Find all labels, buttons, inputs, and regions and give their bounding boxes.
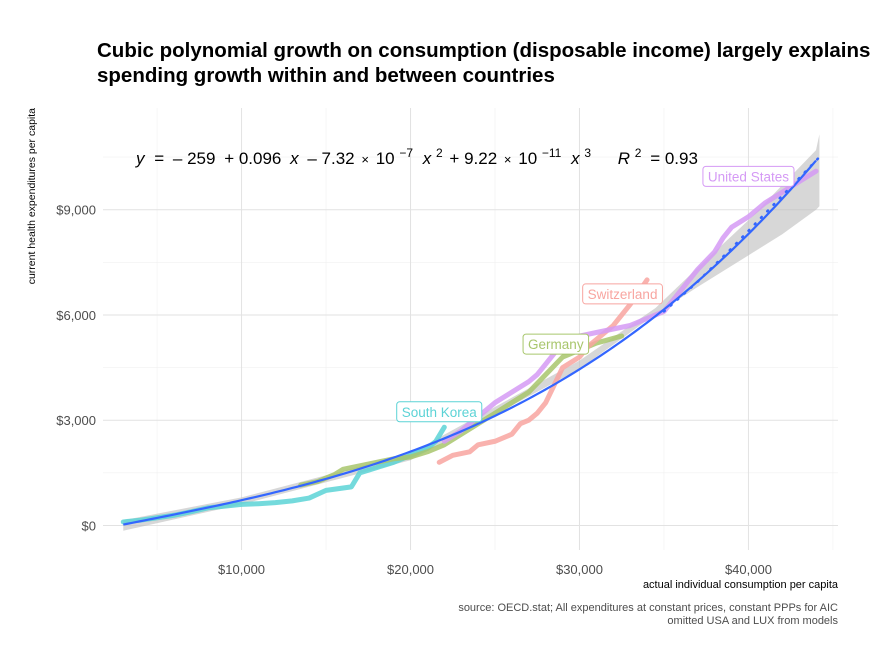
label-text: South Korea — [402, 405, 478, 420]
label-box — [396, 401, 483, 423]
eq-x3: x — [570, 149, 580, 168]
eq-times-2: × — [504, 152, 512, 167]
chart-title: Cubic polynomial growth on consumption (… — [97, 38, 871, 88]
label-text: Switzerland — [588, 287, 658, 302]
eq-x2: x — [422, 149, 432, 168]
y-tick-label: $9,000 — [56, 203, 96, 218]
y-axis-title: current health expenditures per capita — [26, 108, 38, 284]
extrapolation-dotted-line — [662, 155, 821, 313]
label-germany: Germany — [522, 333, 590, 355]
x-tick-label: $20,000 — [387, 562, 434, 577]
source-line-1: source: OECD.stat; All expenditures at c… — [458, 602, 838, 614]
label-text: Germany — [528, 337, 584, 352]
eq-pow-2: 2 — [436, 146, 443, 160]
series-lines — [120, 168, 819, 525]
label-text: United States — [708, 169, 789, 184]
x-tick-label: $10,000 — [218, 562, 265, 577]
confidence-band-area — [123, 134, 820, 531]
eq-ten-2: 10 — [518, 149, 537, 168]
label-box — [702, 165, 795, 187]
chart-title-line-2: spending growth within and between count… — [97, 64, 555, 87]
eq-ten-1: 10 — [376, 149, 395, 168]
label-box — [522, 333, 590, 355]
eq-equals: = — [154, 149, 164, 168]
label-united-states: United States — [702, 165, 795, 187]
eq-exp-3: −11 — [542, 146, 562, 160]
series-line-united-states — [441, 168, 819, 444]
confidence-band — [123, 134, 820, 531]
label-south-korea: South Korea — [396, 401, 483, 423]
series-labels: South Korea Germany Switzerland United Stat… — [396, 165, 795, 423]
series-line-germany — [298, 333, 625, 488]
x-tick-label: $40,000 — [725, 562, 772, 577]
eq-c0: – 259 — [173, 149, 216, 168]
axes: $10,000 $20,000 $30,000 $40,000 $0 $3,000 $6,0… — [26, 108, 839, 591]
eq-r-value: = 0.93 — [650, 149, 698, 168]
x-tick-label: $30,000 — [556, 562, 603, 577]
y-tick-label: $3,000 — [56, 413, 96, 428]
eq-c3: + 9.22 — [449, 149, 497, 168]
eq-x1: x — [289, 149, 299, 168]
y-tick-label: $0 — [82, 518, 96, 533]
fit-lines — [123, 155, 821, 526]
eq-pow-3: 3 — [584, 146, 591, 160]
regression-equation: y = – 259 + 0.096 x – 7.32 × 10 −7 x 2 +… — [135, 142, 698, 168]
eq-y: y — [135, 149, 146, 168]
eq-exp-2: −7 — [399, 146, 413, 160]
source-line-2: omitted USA and LUX from models — [667, 615, 838, 627]
eq-c2: – 7.32 — [307, 149, 354, 168]
y-tick-label: $6,000 — [56, 308, 96, 323]
fit-curve — [123, 159, 817, 526]
eq-c1: + 0.096 — [224, 149, 281, 168]
chart-title-line-1: Cubic polynomial growth on consumption (… — [97, 39, 871, 62]
label-switzerland: Switzerland — [582, 283, 663, 305]
eq-r-pow: 2 — [635, 146, 642, 160]
x-axis-title: actual individual consumption per capita — [643, 579, 839, 591]
series-line-south-korea — [120, 424, 447, 525]
eq-times-1: × — [361, 152, 369, 167]
label-box — [582, 283, 663, 305]
series-line-switzerland — [436, 277, 650, 465]
source-note: source: OECD.stat; All expenditures at c… — [458, 602, 838, 628]
eq-r: R — [618, 149, 630, 168]
